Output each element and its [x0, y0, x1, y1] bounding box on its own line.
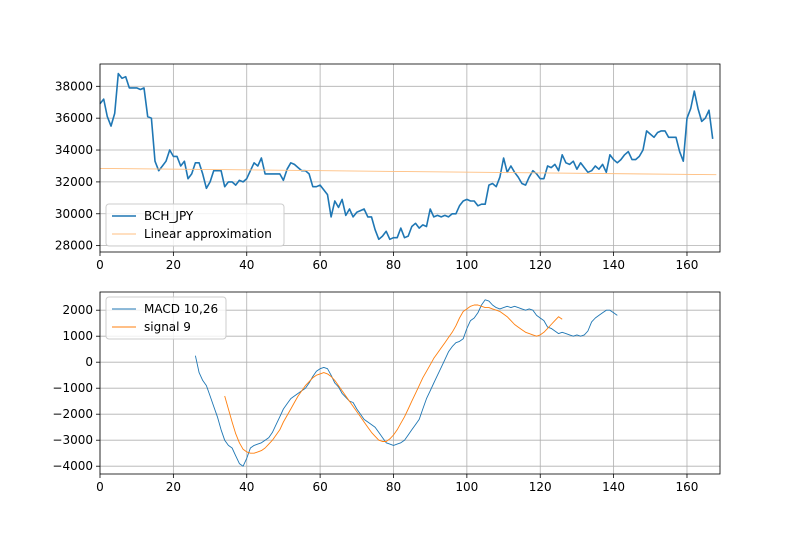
- x-tick-label: 140: [602, 258, 625, 272]
- y-tick-label: 0: [85, 355, 93, 369]
- x-tick-label: 140: [602, 480, 625, 494]
- legend: [105, 203, 285, 247]
- y-tick-label: −1000: [52, 381, 93, 395]
- price-chart-panel: 0 20 40 60 80 100 120 140 160 28000 30000 32000 3400…: [55, 63, 721, 272]
- plot-area-frame: [99, 63, 721, 253]
- x-tick-label: 20: [166, 480, 181, 494]
- y-tick-label: 1000: [62, 329, 93, 343]
- x-tick-label: 80: [386, 480, 401, 494]
- y-tick-label: 36000: [55, 111, 93, 125]
- series-line-bch-jpy: [99, 72, 714, 241]
- x-tick-label: 120: [529, 258, 552, 272]
- series-line-macd-10-26: [194, 299, 618, 467]
- legend-label: signal 9: [144, 320, 191, 334]
- plot-area-frame: [99, 291, 721, 475]
- x-tick-label: 20: [166, 258, 181, 272]
- x-tick-label: 40: [239, 480, 254, 494]
- x-tick-label: 60: [312, 480, 327, 494]
- x-tick-label: 60: [312, 258, 327, 272]
- legend: [105, 296, 227, 340]
- macd-chart-panel: 0 20 40 60 80 100 120 140 160 −4000 −3000 −2000 −100…: [52, 291, 721, 494]
- x-tick-label: 0: [96, 258, 104, 272]
- y-tick-label: −2000: [52, 407, 93, 421]
- y-tick-label: −3000: [52, 433, 93, 447]
- y-tick-label: 28000: [55, 239, 93, 253]
- y-tick-label: 34000: [55, 143, 93, 157]
- series-line-linear-approximation: [99, 167, 717, 176]
- legend-label: MACD 10,26: [144, 302, 218, 316]
- y-tick-label: 32000: [55, 175, 93, 189]
- series-line-signal-9: [224, 304, 563, 454]
- legend-label: BCH_JPY: [144, 209, 194, 223]
- y-tick-label: −4000: [52, 459, 93, 473]
- y-tick-label: 30000: [55, 207, 93, 221]
- x-tick-label: 120: [529, 480, 552, 494]
- x-tick-label: 80: [386, 258, 401, 272]
- x-tick-label: 40: [239, 258, 254, 272]
- x-tick-label: 100: [455, 258, 478, 272]
- x-tick-label: 160: [676, 480, 699, 494]
- y-tick-label: 2000: [62, 303, 93, 317]
- x-tick-label: 0: [96, 480, 104, 494]
- x-tick-label: 160: [676, 258, 699, 272]
- y-tick-label: 38000: [55, 79, 93, 93]
- legend-label: Linear approximation: [144, 227, 272, 241]
- x-tick-label: 100: [455, 480, 478, 494]
